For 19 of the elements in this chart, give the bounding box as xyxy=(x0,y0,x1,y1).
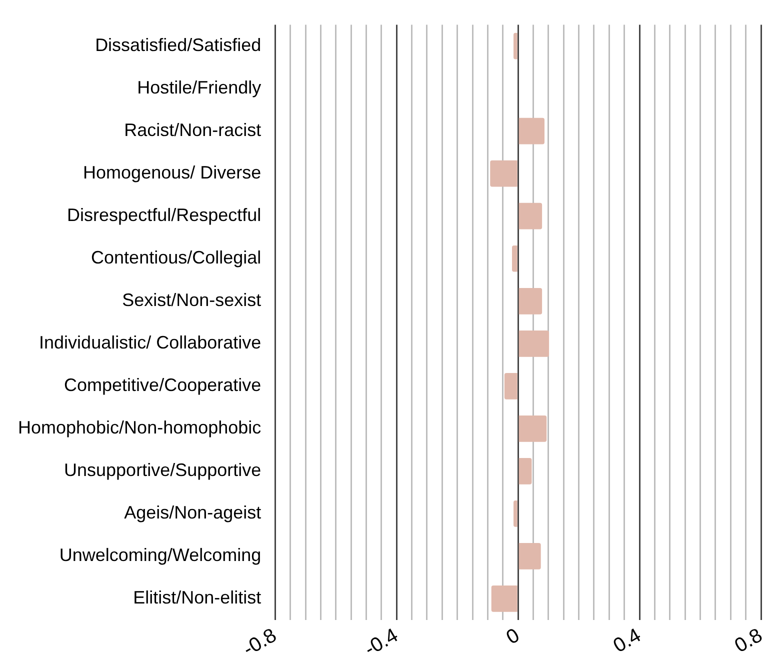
x-tick-label: 0 xyxy=(502,624,524,650)
x-tick-label: 0.8 xyxy=(731,624,766,658)
y-tick-label: Individualistic/ Collaborative xyxy=(39,332,262,353)
x-tick-label: 0.4 xyxy=(610,624,645,658)
x-tick-label: -0.8 xyxy=(240,624,280,661)
y-tick-label: Sexist/Non-sexist xyxy=(122,290,262,310)
y-tick-label: Homophobic/Non-homophobic xyxy=(18,418,262,438)
x-tick-label: -0.4 xyxy=(361,624,402,661)
y-tick-label: Elitist/Non-elitist xyxy=(133,588,262,608)
y-tick-label: Competitive/Cooperative xyxy=(64,375,262,396)
y-tick-label: Ageis/Non-ageist xyxy=(124,502,262,523)
y-tick-label: Dissatisfied/Satisfied xyxy=(95,35,262,56)
y-tick-label: Contentious/Collegial xyxy=(91,248,262,268)
y-tick-label: Disrespectful/Respectful xyxy=(67,205,262,226)
y-tick-label: Hostile/Friendly xyxy=(137,78,262,98)
y-tick-label: Racist/Non-racist xyxy=(124,120,262,140)
y-tick-label: Unsupportive/Supportive xyxy=(64,460,262,480)
y-tick-label: Homogenous/ Diverse xyxy=(83,162,262,183)
y-tick-label: Unwelcoming/Welcoming xyxy=(59,545,262,566)
